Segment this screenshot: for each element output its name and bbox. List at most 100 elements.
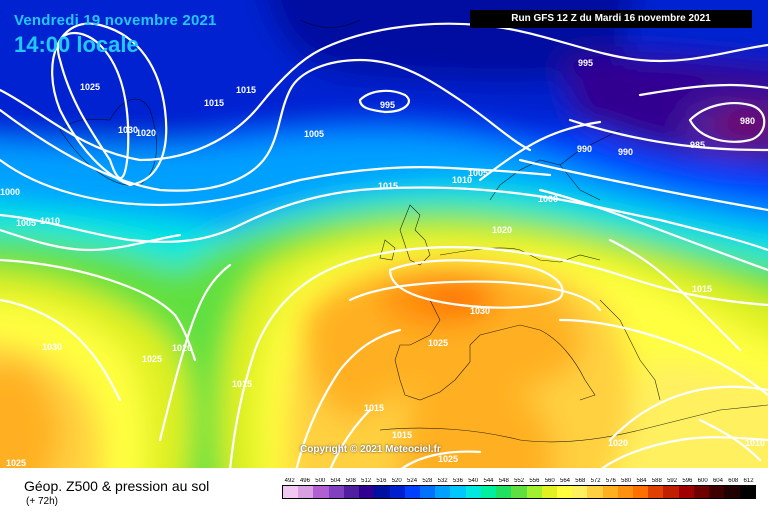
- scale-value: 580: [621, 478, 632, 484]
- color-scale-labels: 492 496 500 504 508 512 516 520 524 528 532 536 540 5…: [282, 478, 756, 484]
- isobar-label: 1020: [172, 343, 192, 353]
- legend-title: Géop. Z500 & pression au sol: [24, 478, 210, 494]
- isobar-label: 1025: [6, 458, 26, 468]
- scale-swatch: [328, 486, 344, 498]
- scale-swatch: [693, 486, 710, 498]
- isobar-label: 1005: [468, 168, 488, 178]
- scale-swatch: [511, 486, 527, 498]
- scale-swatch: [465, 486, 481, 498]
- scale-value: 520: [391, 478, 402, 484]
- scale-value: 524: [407, 478, 418, 484]
- isobar-label: 1010: [452, 175, 472, 185]
- scale-value: 536: [452, 478, 463, 484]
- scale-value: 496: [299, 478, 310, 484]
- map-canvas: 995 1025 1015 1015 995 1030 1020 1005 98…: [0, 0, 768, 468]
- scale-swatch: [541, 486, 557, 498]
- isobar-label: 1015: [236, 85, 256, 95]
- scale-value: 556: [529, 478, 540, 484]
- color-scale: 492 496 500 504 508 512 516 520 524 528 532 536 540 5…: [282, 478, 756, 499]
- scale-swatch: [359, 486, 375, 498]
- scale-value: 568: [575, 478, 586, 484]
- scale-value: 604: [712, 478, 723, 484]
- isobar-label: 1015: [204, 98, 224, 108]
- scale-swatch: [572, 486, 588, 498]
- isobar-label: 980: [740, 116, 755, 126]
- scale-swatch: [556, 486, 573, 498]
- legend-footer: Géop. Z500 & pression au sol (+ 72h) 492…: [0, 468, 768, 512]
- coastlines: [59, 19, 768, 443]
- scale-value: 576: [605, 478, 616, 484]
- scale-value: 596: [682, 478, 693, 484]
- isobar-label: 1015: [692, 284, 712, 294]
- legend-subtitle: (+ 72h): [26, 496, 58, 507]
- isobar-label: 1010: [745, 438, 765, 448]
- scale-value: 512: [361, 478, 372, 484]
- isobar-label: 1030: [118, 125, 138, 135]
- isobar-label: 1010: [40, 216, 60, 226]
- scale-swatch: [389, 486, 405, 498]
- isobar-label: 995: [578, 58, 593, 68]
- isobar-label: 1015: [392, 430, 412, 440]
- scale-value: 500: [315, 478, 326, 484]
- forecast-time: 14:00 locale: [14, 32, 139, 57]
- isobar-label: 1015: [364, 403, 384, 413]
- scale-value: 600: [697, 478, 708, 484]
- scale-value: 516: [376, 478, 387, 484]
- scale-swatch: [709, 486, 725, 498]
- model-run-label: Run GFS 12 Z du Mardi 16 novembre 2021: [470, 10, 752, 28]
- isobar-label: 1005: [16, 218, 36, 228]
- isobar-label: 1020: [492, 225, 512, 235]
- scale-value: 572: [590, 478, 601, 484]
- isobar-label: 1020: [608, 438, 628, 448]
- scale-swatch: [617, 486, 634, 498]
- isobar-label: 1005: [304, 129, 324, 139]
- scale-swatch: [633, 486, 649, 498]
- scale-value: 564: [559, 478, 570, 484]
- scale-value: 544: [483, 478, 494, 484]
- weather-map: 995 1025 1015 1015 995 1030 1020 1005 98…: [0, 0, 768, 468]
- scale-swatch: [663, 486, 679, 498]
- scale-swatch: [450, 486, 466, 498]
- isobar-lines: [0, 22, 768, 468]
- z500-field: [0, 0, 768, 468]
- scale-swatch: [435, 486, 451, 498]
- scale-value: 532: [437, 478, 448, 484]
- isobar-label: 1025: [142, 354, 162, 364]
- isobar-label: 990: [577, 144, 592, 154]
- scale-swatch: [404, 486, 420, 498]
- isobar-label: 1015: [378, 181, 398, 191]
- scale-value: 560: [544, 478, 555, 484]
- scale-swatch: [602, 486, 618, 498]
- scale-value: 588: [651, 478, 662, 484]
- isobar-label: 1025: [428, 338, 448, 348]
- scale-swatch: [480, 486, 497, 498]
- scale-swatch: [496, 486, 512, 498]
- isobar-label: 990: [618, 147, 633, 157]
- scale-value: 528: [422, 478, 433, 484]
- scale-swatch: [648, 486, 664, 498]
- isobar-label: 1020: [136, 128, 156, 138]
- isobar-label: 1025: [80, 82, 100, 92]
- scale-value: 540: [468, 478, 479, 484]
- forecast-date: Vendredi 19 novembre 2021: [14, 12, 217, 29]
- isobar-label: 1030: [470, 306, 490, 316]
- scale-swatch: [419, 486, 436, 498]
- isobar-label: 985: [690, 140, 705, 150]
- copyright: Copyright © 2021 Meteociel.fr: [300, 444, 441, 455]
- color-scale-bar: [282, 485, 756, 499]
- isobar-labels: 995 1025 1015 1015 995 1030 1020 1005 98…: [0, 58, 765, 468]
- scale-value: 612: [743, 478, 754, 484]
- scale-value: 608: [728, 478, 739, 484]
- scale-value: 592: [667, 478, 678, 484]
- scale-swatch: [724, 486, 740, 498]
- isobar-label: 1015: [232, 379, 252, 389]
- scale-swatch: [313, 486, 329, 498]
- isobar-label: 1000: [538, 194, 558, 204]
- scale-swatch: [587, 486, 603, 498]
- scale-swatch: [343, 486, 360, 498]
- scale-swatch: [283, 486, 299, 498]
- scale-value: 508: [345, 478, 356, 484]
- scale-swatch: [298, 486, 314, 498]
- isobar-label: 1030: [42, 342, 62, 352]
- scale-value: 584: [636, 478, 647, 484]
